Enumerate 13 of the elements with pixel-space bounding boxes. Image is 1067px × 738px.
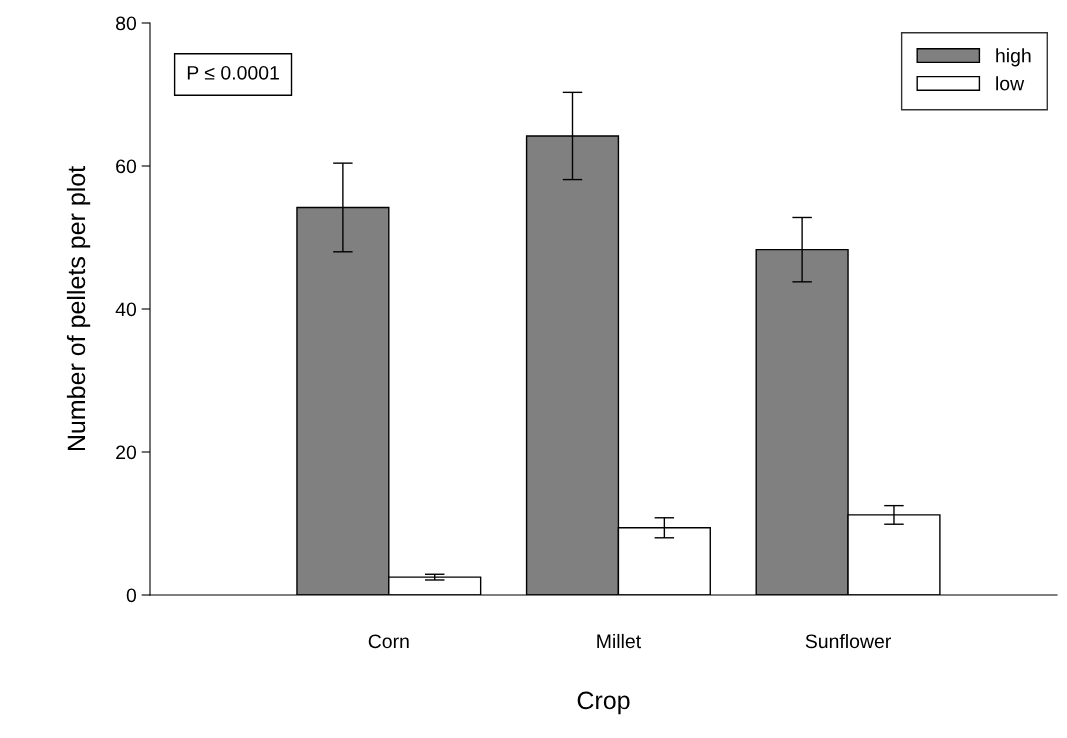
y-tick-label: 0 (126, 588, 137, 603)
y-tick-label: 80 (116, 16, 137, 31)
x-tick-label: Sunflower (805, 633, 891, 649)
annotation: P ≤ 0.0001 (187, 65, 279, 80)
legend-label: high (996, 48, 1031, 67)
y-axis-title: Number of pellets per plot (66, 166, 91, 451)
y-tick-label: 40 (115, 302, 137, 317)
legend-label: low (996, 76, 1025, 91)
x-tick-label: Corn (368, 634, 409, 649)
x-axis-title: Crop (577, 691, 630, 715)
x-tick-label: Millet (597, 633, 641, 649)
y-tick-label: 20 (116, 445, 137, 460)
y-tick-label: 60 (116, 159, 137, 174)
